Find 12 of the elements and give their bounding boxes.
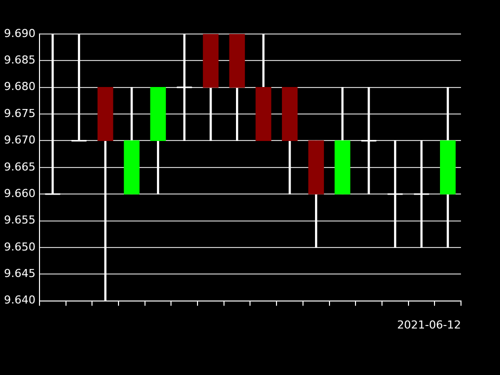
y-tick-label: 9.675 bbox=[4, 106, 36, 120]
text: 2021-06-12 bbox=[397, 318, 461, 332]
y-tick-label: 9.645 bbox=[4, 266, 36, 280]
y-tick-label: 9.660 bbox=[4, 186, 36, 200]
y-tick-label: 9.655 bbox=[4, 214, 36, 227]
y-tick-label: 9.685 bbox=[4, 54, 36, 67]
y-tick-label: 9.640 bbox=[4, 294, 36, 307]
y-tick-label: 9.680 bbox=[4, 80, 36, 94]
y-tick-label: 9.665 bbox=[4, 160, 36, 174]
y-tick-label: 9.690 bbox=[4, 26, 36, 40]
y-tick-label: 9.670 bbox=[4, 134, 36, 147]
y-tick-label: 9.650 bbox=[4, 240, 36, 254]
